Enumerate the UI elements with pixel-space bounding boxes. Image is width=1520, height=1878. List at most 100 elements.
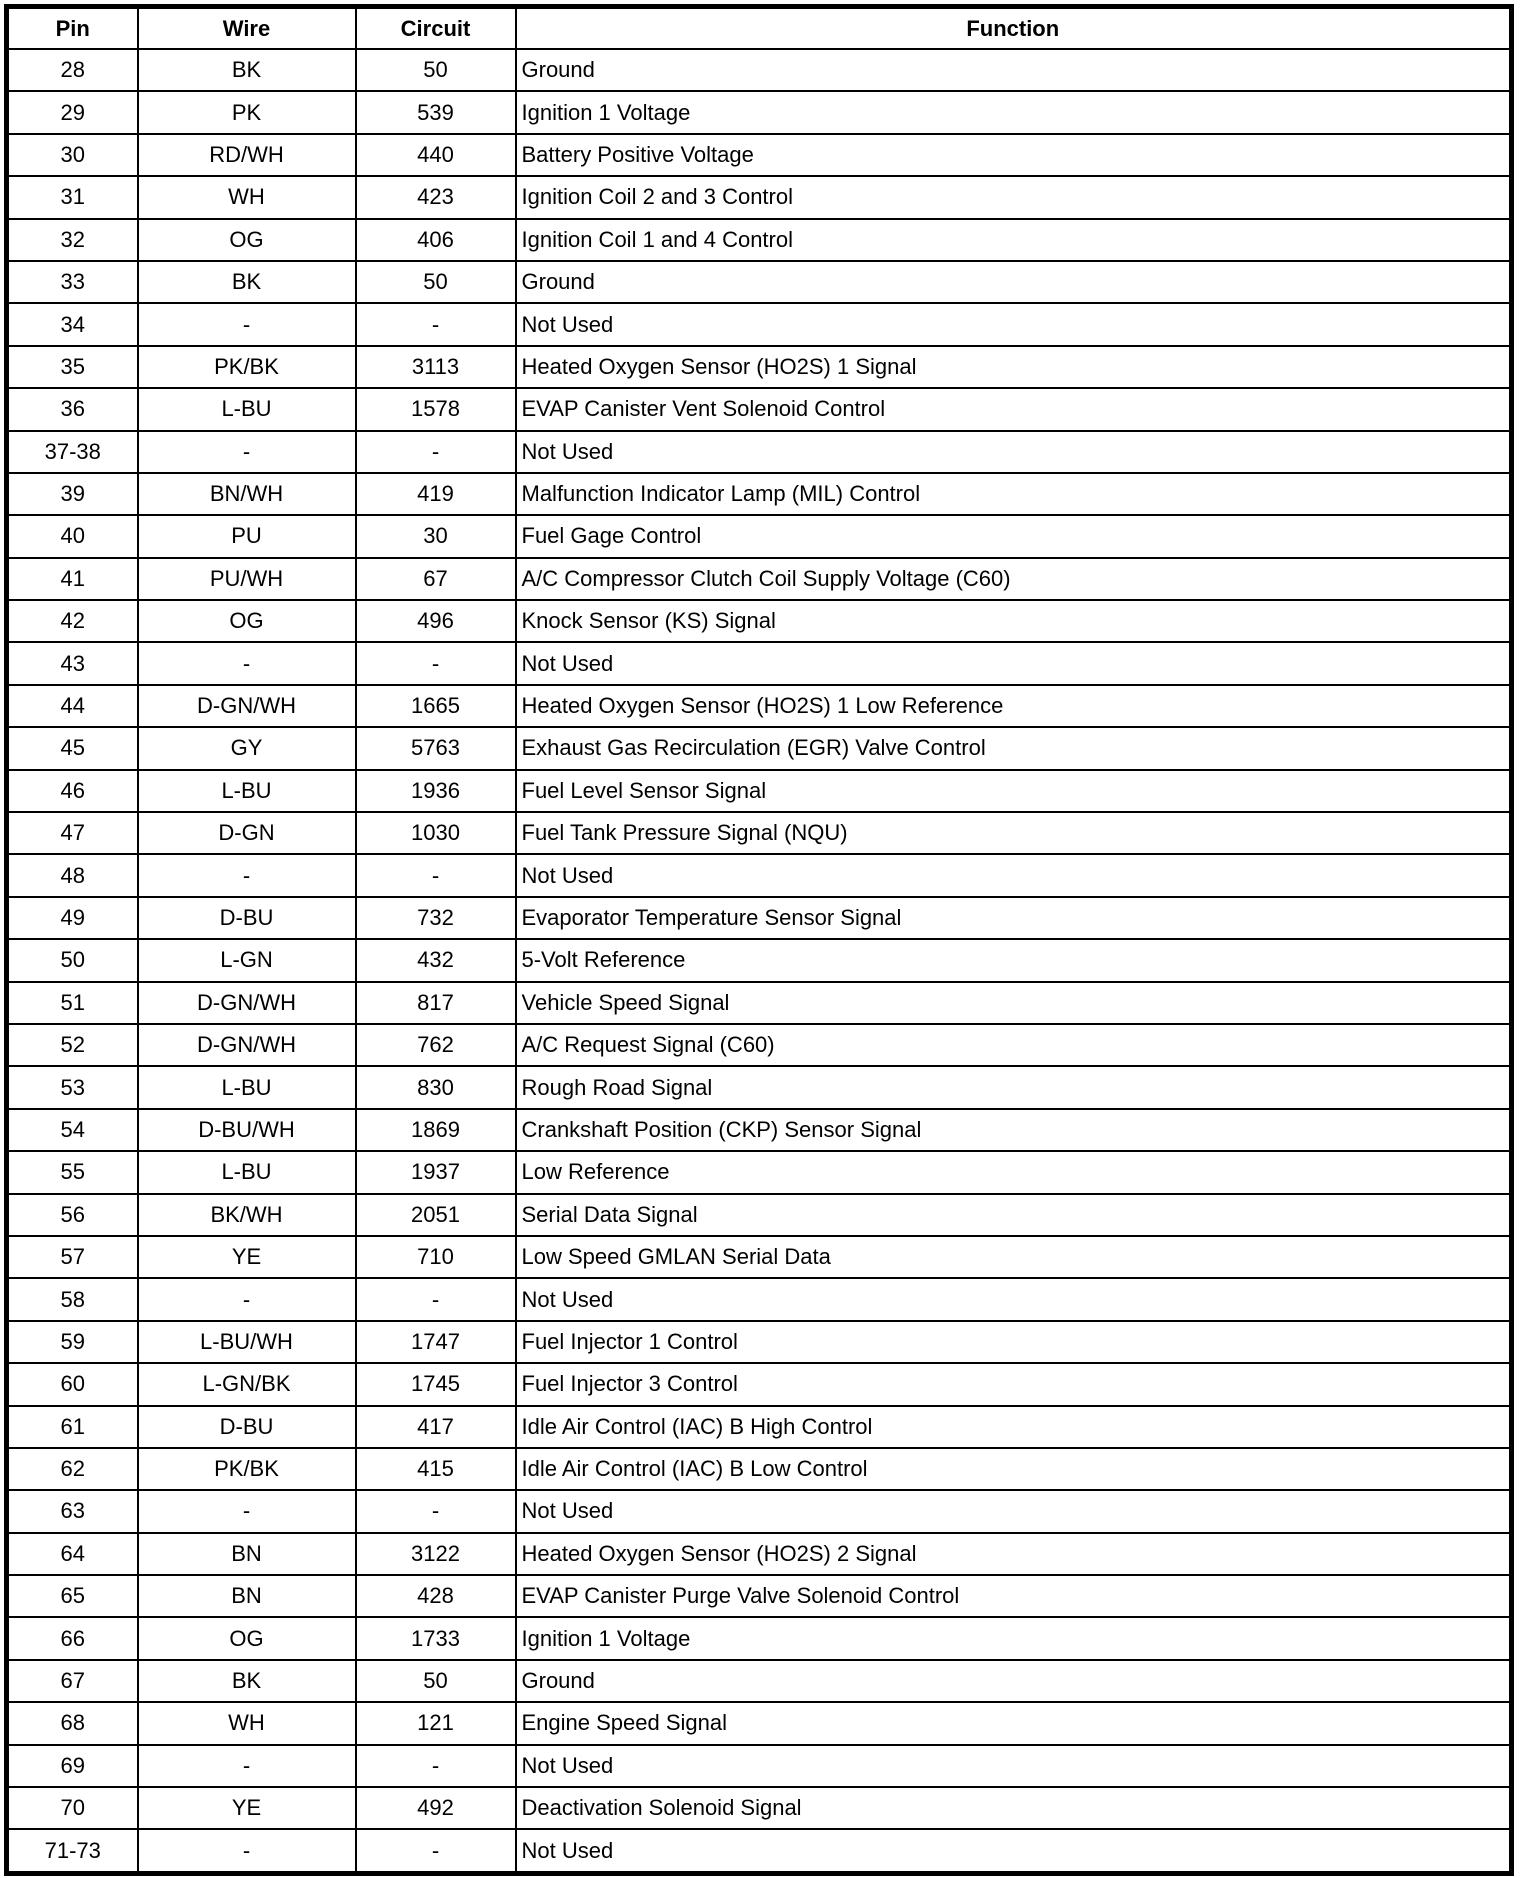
table-row: 55 L-BU 1937 Low Reference xyxy=(5,1150,1513,1195)
wire-cell: - xyxy=(136,641,357,686)
pin-cell: 31 xyxy=(5,175,139,220)
wire-cell: L-BU xyxy=(136,387,357,432)
table-row: 34- - Not Used xyxy=(5,302,1513,347)
pin-cell: 51 xyxy=(5,980,139,1025)
table-row: 53 L-BU 830 Rough Road Signal xyxy=(5,1065,1513,1110)
wire-cell: D-GN xyxy=(136,811,357,856)
pin-cell: 47 xyxy=(5,811,139,856)
table-row: 41 PU/WH 67 A/C Compressor Clutch Coil Supp… xyxy=(5,556,1513,602)
circuit-cell: 121 xyxy=(354,1701,517,1746)
circuit-cell: 428 xyxy=(354,1574,517,1619)
function-cell: Fuel Injector 1 Control xyxy=(514,1319,1513,1365)
circuit-cell: 5763 xyxy=(354,726,517,771)
function-cell: EVAP Canister Purge Valve Solenoid Contr… xyxy=(514,1574,1513,1619)
function-cell: Not Used xyxy=(514,853,1513,898)
wire-cell: PK/BK xyxy=(136,1446,357,1492)
pin-cell: 29 xyxy=(5,90,139,135)
circuit-cell: 440 xyxy=(354,132,517,178)
table-row: 59 L-BU/WH 1747 Fuel Injector 1 Control xyxy=(5,1319,1513,1365)
pin-cell: 49 xyxy=(5,895,139,941)
function-cell: Knock Sensor (KS) Signal xyxy=(514,599,1513,644)
wire-cell: PU/WH xyxy=(136,556,357,602)
pin-cell: 70 xyxy=(5,1786,139,1831)
function-cell: Ground xyxy=(514,1658,1513,1704)
wire-cell: - xyxy=(136,1489,357,1534)
table-row: 31 WH 423 Ignition Coil 2 and 3 Control xyxy=(5,175,1513,220)
wire-cell: - xyxy=(136,1828,357,1875)
table-row: 48- - Not Used xyxy=(5,853,1513,898)
pin-cell: 57 xyxy=(5,1234,139,1280)
circuit-cell: - xyxy=(354,1489,517,1534)
function-cell: Battery Positive Voltage xyxy=(514,132,1513,178)
pin-cell: 34 xyxy=(5,302,139,347)
table-row: 28 BK 50 Ground xyxy=(5,47,1513,93)
function-cell: Idle Air Control (IAC) B Low Control xyxy=(514,1446,1513,1492)
circuit-cell: 496 xyxy=(354,599,517,644)
circuit-cell: - xyxy=(354,1277,517,1322)
circuit-cell: 432 xyxy=(354,938,517,983)
wire-cell: - xyxy=(136,1277,357,1322)
wire-cell: D-BU/WH xyxy=(136,1107,357,1153)
table-row: 69- - Not Used xyxy=(5,1743,1513,1789)
header-wire: Wire xyxy=(136,5,357,50)
pin-cell: 35 xyxy=(5,344,139,390)
table-row: 32 OG 406 Ignition Coil 1 and 4 Control xyxy=(5,217,1513,262)
circuit-cell: 1937 xyxy=(354,1150,517,1195)
wire-cell: OG xyxy=(136,217,357,262)
function-cell: Evaporator Temperature Sensor Signal xyxy=(514,895,1513,941)
pin-cell: 61 xyxy=(5,1404,139,1449)
table-row: 61 D-BU 417 Idle Air Control (IAC) B High C… xyxy=(5,1404,1513,1449)
wire-cell: L-GN/BK xyxy=(136,1362,357,1407)
wire-cell: WH xyxy=(136,1701,357,1746)
pin-cell: 46 xyxy=(5,768,139,814)
circuit-cell: 419 xyxy=(354,471,517,517)
header-function: Function xyxy=(514,5,1513,50)
circuit-cell: 1936 xyxy=(354,768,517,814)
wire-cell: BK xyxy=(136,47,357,93)
function-cell: Fuel Gage Control xyxy=(514,514,1513,559)
function-cell: Fuel Tank Pressure Signal (NQU) xyxy=(514,811,1513,856)
table-row: 40 PU 30 Fuel Gage Control xyxy=(5,514,1513,559)
function-cell: Not Used xyxy=(514,302,1513,347)
function-cell: Ignition 1 Voltage xyxy=(514,1616,1513,1661)
function-cell: Deactivation Solenoid Signal xyxy=(514,1786,1513,1831)
wire-cell: - xyxy=(136,1743,357,1789)
circuit-cell: 415 xyxy=(354,1446,517,1492)
header-row: Pin Wire Circuit Function xyxy=(5,5,1513,50)
pin-cell: 43 xyxy=(5,641,139,686)
table-row: 65 BN 428 EVAP Canister Purge Valve Solenoi… xyxy=(5,1574,1513,1619)
wire-cell: YE xyxy=(136,1786,357,1831)
header-circuit: Circuit xyxy=(354,5,517,50)
circuit-cell: - xyxy=(354,853,517,898)
wire-cell: PK/BK xyxy=(136,344,357,390)
wire-cell: BN/WH xyxy=(136,471,357,517)
wire-cell: OG xyxy=(136,599,357,644)
function-cell: Idle Air Control (IAC) B High Control xyxy=(514,1404,1513,1449)
table-row: 64 BN 3122 Heated Oxygen Sensor (HO2S) 2 Si… xyxy=(5,1531,1513,1577)
table-row: 42 OG 496 Knock Sensor (KS) Signal xyxy=(5,599,1513,644)
pin-cell: 45 xyxy=(5,726,139,771)
circuit-cell: 830 xyxy=(354,1065,517,1110)
wire-cell: D-GN/WH xyxy=(136,683,357,729)
table-row: 54 D-BU/WH 1869 Crankshaft Position (CKP) S… xyxy=(5,1107,1513,1153)
pin-cell: 66 xyxy=(5,1616,139,1661)
table-row: 56 BK/WH 2051 Serial Data Signal xyxy=(5,1192,1513,1237)
wire-cell: YE xyxy=(136,1234,357,1280)
table-row: 63- - Not Used xyxy=(5,1489,1513,1534)
table-row: 67 BK 50 Ground xyxy=(5,1658,1513,1704)
pin-cell: 30 xyxy=(5,132,139,178)
circuit-cell: 30 xyxy=(354,514,517,559)
table-row: 47 D-GN 1030 Fuel Tank Pressure Signal (NQU… xyxy=(5,811,1513,856)
pin-cell: 54 xyxy=(5,1107,139,1153)
circuit-cell: 1747 xyxy=(354,1319,517,1365)
circuit-cell: - xyxy=(354,1828,517,1875)
circuit-cell: 3113 xyxy=(354,344,517,390)
wire-cell: BK/WH xyxy=(136,1192,357,1237)
function-cell: Vehicle Speed Signal xyxy=(514,980,1513,1025)
function-cell: Exhaust Gas Recirculation (EGR) Valve Co… xyxy=(514,726,1513,771)
wire-cell: L-BU/WH xyxy=(136,1319,357,1365)
wire-cell: L-GN xyxy=(136,938,357,983)
pin-cell: 32 xyxy=(5,217,139,262)
pin-cell: 56 xyxy=(5,1192,139,1237)
table-row: 37-38- - Not Used xyxy=(5,429,1513,474)
